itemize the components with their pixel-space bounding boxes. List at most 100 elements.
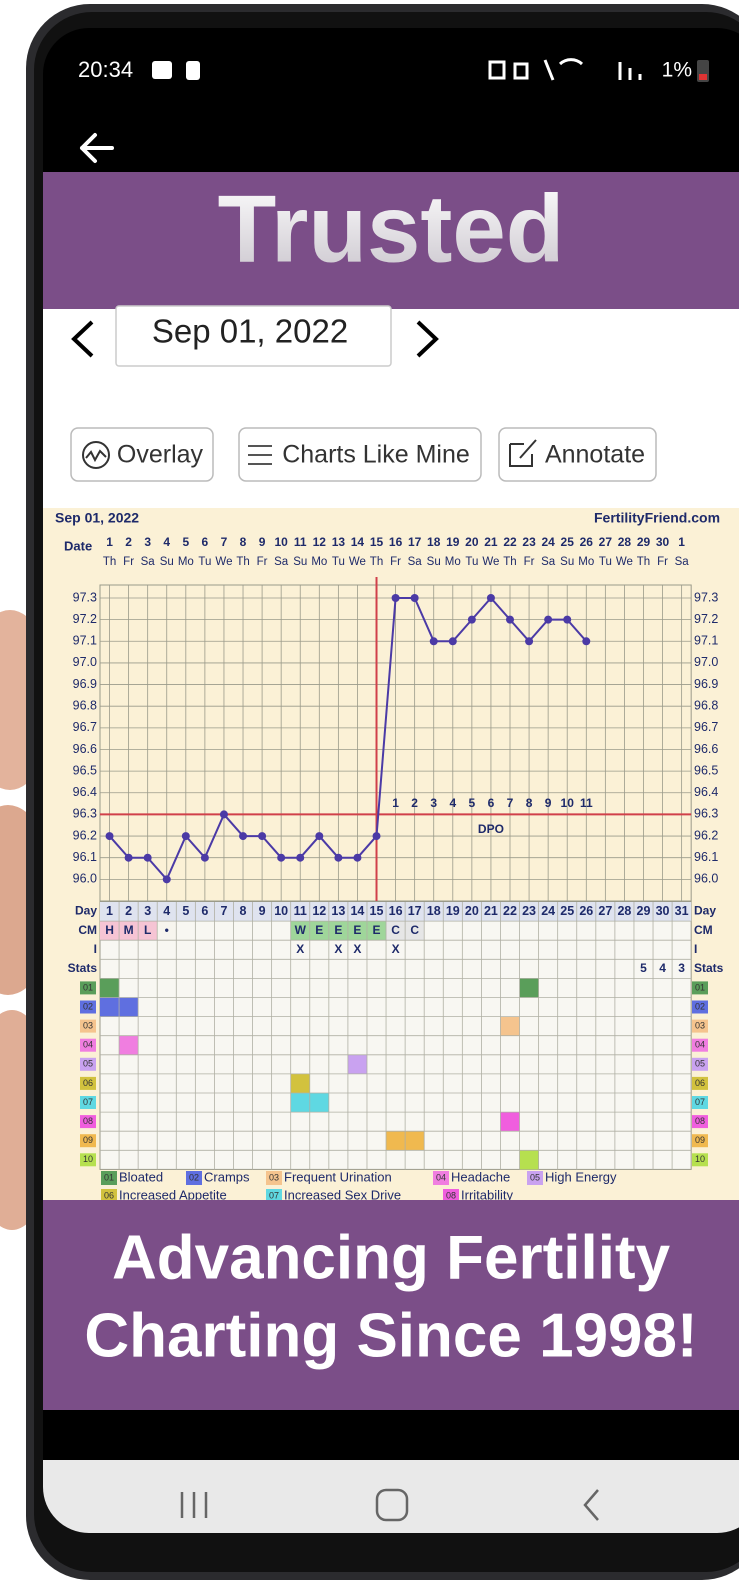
stats-value: 3 (678, 961, 685, 975)
temperature-point (468, 616, 476, 624)
y-tick-label: 97.3 (73, 590, 97, 604)
weekday-label: Sa (141, 556, 156, 568)
date-label: 1 (678, 535, 685, 549)
cm-label: • (165, 923, 169, 937)
battery-level (699, 74, 707, 80)
temperature-point (258, 832, 266, 840)
y-tick-label: 96.6 (73, 742, 97, 756)
chart: Sep 01, 2022FertilityFriend.comDate1Th2F… (55, 510, 724, 1203)
day-number: 3 (144, 904, 151, 918)
weekday-label: Mo (178, 556, 194, 568)
day-number: 31 (675, 904, 689, 918)
row-label: Day (75, 904, 97, 918)
y-tick-label: 96.7 (73, 720, 97, 734)
dpo-label: 5 (469, 796, 476, 810)
date-label: 26 (580, 535, 594, 549)
dpo-label: 2 (411, 796, 418, 810)
y2-tick-label: 97.2 (694, 612, 718, 626)
weekday-label: Su (160, 556, 174, 568)
symptom-cell (520, 1150, 539, 1169)
temperature-point (582, 637, 590, 645)
legend-code: 01 (104, 1172, 114, 1182)
temperature-point (106, 832, 114, 840)
weekday-label: We (215, 556, 232, 568)
symptom-code: 03 (695, 1021, 705, 1031)
temperature-point (373, 832, 381, 840)
y-tick-label: 96.5 (73, 763, 97, 777)
intercourse-mark: X (296, 942, 304, 956)
weekday-label: Mo (445, 556, 461, 568)
symptom-code: 09 (83, 1135, 93, 1145)
symptom-cell (100, 978, 119, 997)
stats-value: 4 (659, 961, 666, 975)
button-label: Overlay (117, 441, 204, 469)
temperature-point (411, 594, 419, 602)
cm-label: W (295, 923, 307, 937)
status-battery: 1% (662, 59, 692, 82)
weekday-label: We (482, 556, 499, 568)
dpo-label: 10 (561, 796, 575, 810)
day-number: 28 (617, 904, 631, 918)
weekday-label: Sa (274, 556, 289, 568)
y2-tick-label: 96.1 (694, 850, 718, 864)
temperature-point (353, 854, 361, 862)
intercourse-mark: X (353, 942, 361, 956)
date-label: 7 (221, 535, 228, 549)
weekday-label: Su (560, 556, 574, 568)
y-tick-label: 97.1 (73, 634, 97, 648)
symptom-cell (119, 1036, 138, 1055)
symptom-cell (100, 998, 119, 1017)
date-label: 24 (541, 535, 555, 549)
intercourse-mark: X (392, 942, 400, 956)
symptom-code: 02 (695, 1001, 705, 1011)
weekday-label: Fr (390, 556, 401, 568)
temperature-point (334, 854, 342, 862)
temperature-point (201, 854, 209, 862)
date-label: 19 (446, 535, 460, 549)
legend-name: Bloated (119, 1169, 163, 1184)
row-label: Day (694, 904, 716, 918)
dpo-label: 6 (488, 796, 495, 810)
dpo-title: DPO (478, 822, 504, 836)
symptom-cell (310, 1093, 329, 1112)
day-number: 29 (637, 904, 651, 918)
page: 20:34 1% Trusted Sep 01, 2022 Overlay Ch… (0, 0, 739, 1584)
legend-code: 08 (446, 1190, 456, 1200)
cm-label: C (391, 923, 400, 937)
weekday-label: Sa (408, 556, 423, 568)
weekday-label: Th (637, 556, 650, 568)
day-number: 9 (259, 904, 266, 918)
symptom-code: 10 (695, 1154, 705, 1164)
date-label: 20 (465, 535, 479, 549)
status-time: 20:34 (78, 57, 133, 82)
date-label: 18 (427, 535, 441, 549)
y-tick-label: 97.2 (73, 612, 97, 626)
weekday-label: Mo (578, 556, 594, 568)
weekday-label: Th (103, 556, 116, 568)
temperature-point (182, 832, 190, 840)
symptom-cell (386, 1131, 405, 1150)
day-number: 12 (312, 904, 326, 918)
date-label: 8 (240, 535, 247, 549)
day-number: 10 (274, 904, 288, 918)
day-number: 15 (370, 904, 384, 918)
day-number: 1 (106, 904, 113, 918)
date-label: 25 (561, 535, 575, 549)
y-tick-label: 96.9 (73, 677, 97, 691)
button-label: Annotate (545, 441, 645, 469)
weekday-label: Fr (524, 556, 535, 568)
symptom-cell (500, 1017, 519, 1036)
date-label: 23 (522, 535, 536, 549)
banner-title: Trusted (218, 175, 565, 282)
date-label: 30 (656, 535, 670, 549)
legend-code: 05 (530, 1172, 540, 1182)
day-number: 6 (201, 904, 208, 918)
legend-code: 02 (189, 1172, 199, 1182)
y-tick-label: 96.0 (73, 872, 97, 886)
legend-name: High Energy (545, 1169, 617, 1184)
stats-value: 5 (640, 961, 647, 975)
symptom-code: 04 (83, 1040, 93, 1050)
date-label: 1 (106, 535, 113, 549)
weekday-label: Tu (332, 556, 345, 568)
temperature-point (525, 637, 533, 645)
